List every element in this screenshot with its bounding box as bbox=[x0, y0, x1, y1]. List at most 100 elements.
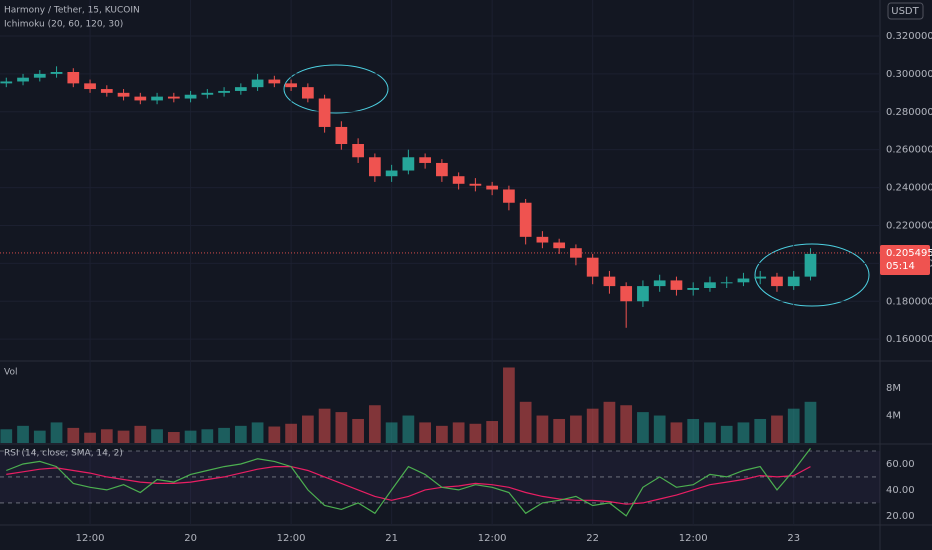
volume-bar bbox=[603, 401, 616, 443]
volume-bar bbox=[519, 401, 532, 443]
candle-body bbox=[469, 183, 482, 186]
candle-body bbox=[67, 72, 80, 84]
y-tick-label: 4M bbox=[886, 411, 901, 422]
volume-title: Vol bbox=[4, 368, 17, 378]
countdown: 05:14 bbox=[886, 261, 915, 272]
candle-body bbox=[184, 94, 197, 99]
last-price-box bbox=[880, 244, 930, 275]
volume-bar bbox=[570, 415, 582, 443]
candle-body bbox=[100, 89, 113, 93]
x-tick-label: 12:00 bbox=[679, 533, 708, 544]
x-tick-label: 20 bbox=[184, 533, 197, 544]
volume-bar bbox=[50, 422, 63, 443]
candle-body bbox=[720, 282, 733, 284]
candle-body bbox=[167, 96, 180, 99]
candle-body bbox=[452, 176, 465, 184]
volume-bar bbox=[352, 418, 364, 443]
volume-bar bbox=[251, 422, 264, 443]
volume-bar bbox=[754, 418, 767, 443]
candle-body bbox=[519, 202, 532, 237]
volume-bar bbox=[184, 430, 197, 443]
y-tick-label: 0.240000 bbox=[886, 183, 932, 194]
candle-body bbox=[586, 257, 599, 277]
volume-bar bbox=[402, 415, 415, 443]
currency-box[interactable] bbox=[887, 2, 924, 20]
volume-bar bbox=[687, 418, 700, 443]
y-tick-label: 0.280000 bbox=[886, 107, 932, 118]
volume-bar bbox=[167, 432, 180, 443]
last-price-label: 0.205495 bbox=[886, 248, 932, 259]
volume-bar bbox=[553, 418, 566, 443]
y-tick-label: 40.00 bbox=[886, 485, 915, 496]
volume-bar bbox=[637, 412, 649, 443]
candle-body bbox=[117, 92, 130, 97]
x-tick-label: 21 bbox=[385, 533, 398, 544]
y-tick-label: 0.180000 bbox=[886, 296, 932, 307]
candle-body bbox=[50, 72, 63, 74]
candle-body bbox=[234, 87, 247, 91]
volume-bar bbox=[134, 425, 147, 443]
volume-bar bbox=[486, 421, 499, 443]
candle-body bbox=[804, 253, 817, 277]
candle-body bbox=[218, 90, 230, 93]
chart-title: Harmony / Tether, 15, KUCOIN bbox=[4, 6, 140, 16]
candle-body bbox=[704, 282, 716, 288]
candle-body bbox=[33, 73, 46, 78]
volume-bar bbox=[218, 427, 230, 443]
candle-body bbox=[687, 288, 700, 290]
volume-bar bbox=[335, 412, 348, 443]
volume-bar bbox=[586, 408, 599, 443]
volume-bar bbox=[787, 408, 800, 443]
volume-bar bbox=[234, 425, 247, 443]
volume-bar bbox=[536, 415, 549, 443]
volume-bar bbox=[201, 429, 214, 443]
candle-body bbox=[771, 276, 783, 287]
volume-bar bbox=[720, 425, 733, 443]
candle-body bbox=[754, 276, 767, 279]
candle-body bbox=[603, 276, 616, 287]
y-tick-label: 0.220000 bbox=[886, 220, 932, 231]
candle-body bbox=[385, 170, 398, 177]
volume-bar bbox=[436, 425, 448, 443]
x-tick-label: 12:00 bbox=[277, 533, 306, 544]
candle-body bbox=[151, 96, 163, 101]
volume-bar bbox=[151, 429, 163, 443]
volume-bar bbox=[620, 405, 633, 443]
candle-body bbox=[134, 96, 147, 101]
y-tick-label: 0.160000 bbox=[886, 334, 932, 345]
volume-bar bbox=[737, 422, 750, 443]
candle-body bbox=[17, 77, 29, 82]
candle-body bbox=[670, 280, 683, 290]
y-tick-label: 0.300000 bbox=[886, 69, 932, 80]
candle-body bbox=[301, 87, 314, 99]
volume-bar bbox=[804, 401, 817, 443]
y-tick-label: 0.320000 bbox=[886, 31, 932, 42]
candle-body bbox=[486, 185, 499, 190]
candle-body bbox=[436, 162, 448, 177]
volume-bar bbox=[771, 415, 783, 443]
volume-bar bbox=[84, 432, 96, 443]
annotation-circle bbox=[754, 243, 870, 307]
candle-body bbox=[268, 79, 281, 84]
volume-bar bbox=[100, 429, 113, 443]
indicator-label: Ichimoku (20, 60, 120, 30) bbox=[4, 20, 123, 30]
candle-body bbox=[369, 157, 381, 177]
y-tick-label: 60.00 bbox=[886, 459, 915, 470]
volume-bar bbox=[285, 423, 297, 443]
volume-bar bbox=[0, 429, 13, 443]
volume-bar bbox=[452, 422, 465, 443]
rsi-values bbox=[6, 448, 811, 517]
candle-body bbox=[251, 79, 264, 88]
candle-body bbox=[536, 236, 549, 243]
volume-bar bbox=[17, 425, 29, 443]
volume-bar bbox=[318, 408, 331, 443]
volume-bar bbox=[268, 426, 281, 443]
y-tick-label: 20.00 bbox=[886, 511, 915, 522]
x-tick-label: 23 bbox=[787, 533, 800, 544]
volume-bar bbox=[117, 430, 130, 443]
candle-body bbox=[285, 83, 297, 88]
volume-bar bbox=[503, 367, 515, 443]
candle-body bbox=[84, 83, 96, 90]
volume-bar bbox=[670, 422, 683, 443]
